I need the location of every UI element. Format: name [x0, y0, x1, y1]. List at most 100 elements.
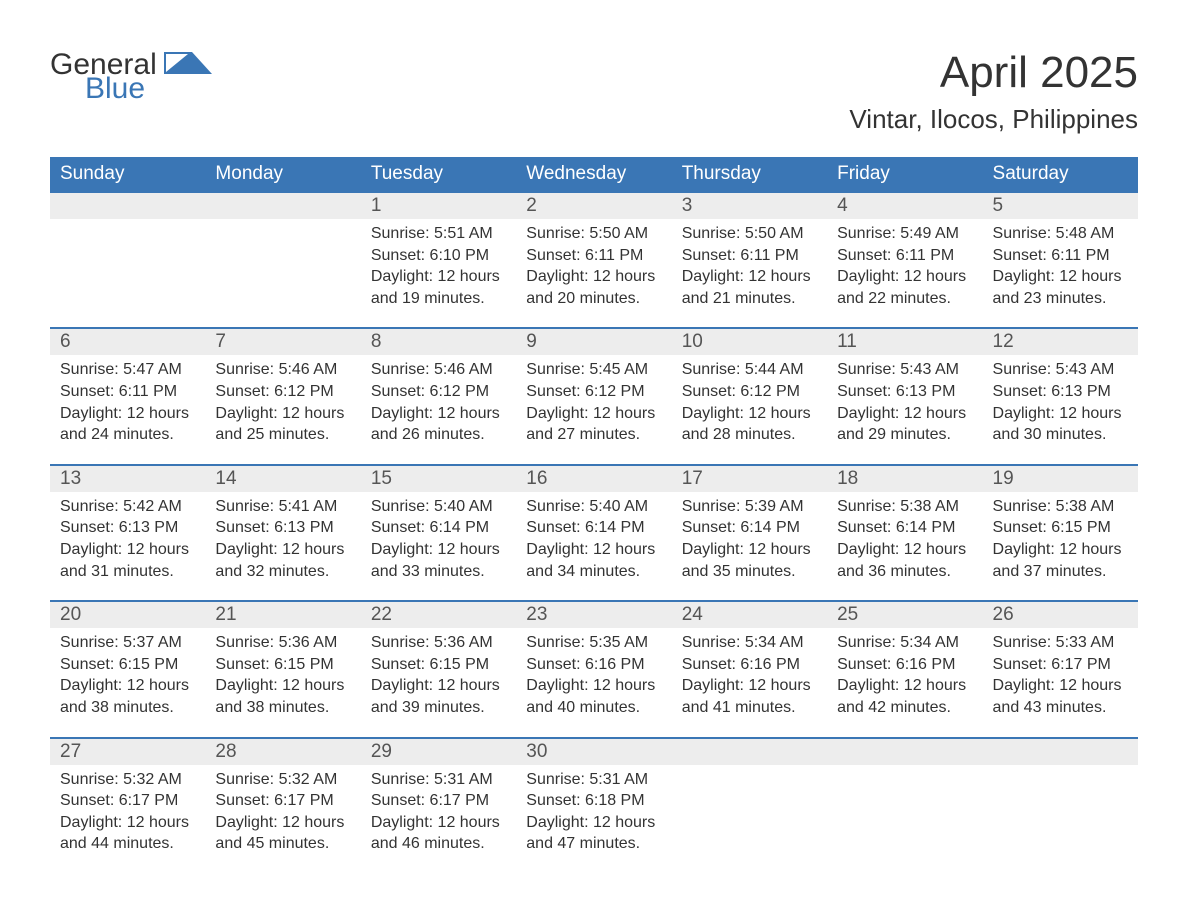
weekday-header: Tuesday: [361, 157, 516, 192]
day-number-cell: 23: [516, 601, 671, 628]
day-info-row: Sunrise: 5:47 AMSunset: 6:11 PMDaylight:…: [50, 355, 1138, 464]
day-number-cell: 22: [361, 601, 516, 628]
day-info-cell: Sunrise: 5:38 AMSunset: 6:15 PMDaylight:…: [983, 492, 1138, 601]
calendar-page: General Blue April 2025 Vintar, Ilocos, …: [0, 0, 1188, 918]
day-info-cell: Sunrise: 5:38 AMSunset: 6:14 PMDaylight:…: [827, 492, 982, 601]
day-info-text: Sunrise: 5:35 AMSunset: 6:16 PMDaylight:…: [526, 632, 661, 718]
day-info-cell: Sunrise: 5:40 AMSunset: 6:14 PMDaylight:…: [516, 492, 671, 601]
day-info-cell: Sunrise: 5:40 AMSunset: 6:14 PMDaylight:…: [361, 492, 516, 601]
day-number-cell: 25: [827, 601, 982, 628]
day-number-cell: 10: [672, 328, 827, 355]
day-number-cell: 17: [672, 465, 827, 492]
day-info-text: Sunrise: 5:33 AMSunset: 6:17 PMDaylight:…: [993, 632, 1128, 718]
day-info-cell: [983, 765, 1138, 873]
day-number-cell: 12: [983, 328, 1138, 355]
day-info-row: Sunrise: 5:32 AMSunset: 6:17 PMDaylight:…: [50, 765, 1138, 873]
day-info-cell: Sunrise: 5:46 AMSunset: 6:12 PMDaylight:…: [205, 355, 360, 464]
weekday-header: Thursday: [672, 157, 827, 192]
day-info-text: Sunrise: 5:46 AMSunset: 6:12 PMDaylight:…: [215, 359, 350, 445]
day-number-cell: 21: [205, 601, 360, 628]
day-info-cell: Sunrise: 5:46 AMSunset: 6:12 PMDaylight:…: [361, 355, 516, 464]
day-info-text: Sunrise: 5:50 AMSunset: 6:11 PMDaylight:…: [526, 223, 661, 309]
day-number-cell: 2: [516, 192, 671, 219]
day-number-cell: 4: [827, 192, 982, 219]
day-number-cell: 1: [361, 192, 516, 219]
weekday-header: Friday: [827, 157, 982, 192]
day-info-text: Sunrise: 5:37 AMSunset: 6:15 PMDaylight:…: [60, 632, 195, 718]
day-info-text: Sunrise: 5:31 AMSunset: 6:18 PMDaylight:…: [526, 769, 661, 855]
day-number-cell: 15: [361, 465, 516, 492]
day-info-text: Sunrise: 5:32 AMSunset: 6:17 PMDaylight:…: [60, 769, 195, 855]
day-info-text: Sunrise: 5:49 AMSunset: 6:11 PMDaylight:…: [837, 223, 972, 309]
day-info-text: Sunrise: 5:51 AMSunset: 6:10 PMDaylight:…: [371, 223, 506, 309]
day-info-cell: [205, 219, 360, 328]
day-info-cell: Sunrise: 5:47 AMSunset: 6:11 PMDaylight:…: [50, 355, 205, 464]
day-info-text: Sunrise: 5:43 AMSunset: 6:13 PMDaylight:…: [993, 359, 1128, 445]
day-info-cell: Sunrise: 5:43 AMSunset: 6:13 PMDaylight:…: [827, 355, 982, 464]
day-number-row: 13141516171819: [50, 465, 1138, 492]
day-info-cell: Sunrise: 5:33 AMSunset: 6:17 PMDaylight:…: [983, 628, 1138, 737]
month-title: April 2025: [849, 48, 1138, 98]
day-info-cell: Sunrise: 5:32 AMSunset: 6:17 PMDaylight:…: [205, 765, 360, 873]
day-number-cell: 20: [50, 601, 205, 628]
day-info-text: Sunrise: 5:46 AMSunset: 6:12 PMDaylight:…: [371, 359, 506, 445]
day-info-text: Sunrise: 5:50 AMSunset: 6:11 PMDaylight:…: [682, 223, 817, 309]
day-number-cell: 3: [672, 192, 827, 219]
day-info-cell: Sunrise: 5:45 AMSunset: 6:12 PMDaylight:…: [516, 355, 671, 464]
day-info-text: Sunrise: 5:36 AMSunset: 6:15 PMDaylight:…: [371, 632, 506, 718]
day-info-cell: Sunrise: 5:50 AMSunset: 6:11 PMDaylight:…: [516, 219, 671, 328]
weekday-header: Sunday: [50, 157, 205, 192]
day-number-cell: 27: [50, 738, 205, 765]
weekday-header: Monday: [205, 157, 360, 192]
day-number-cell: [205, 192, 360, 219]
day-info-cell: Sunrise: 5:31 AMSunset: 6:18 PMDaylight:…: [516, 765, 671, 873]
calendar-table: Sunday Monday Tuesday Wednesday Thursday…: [50, 157, 1138, 873]
day-number-cell: 7: [205, 328, 360, 355]
day-number-cell: 29: [361, 738, 516, 765]
day-info-text: Sunrise: 5:43 AMSunset: 6:13 PMDaylight:…: [837, 359, 972, 445]
day-info-cell: [50, 219, 205, 328]
day-info-text: Sunrise: 5:38 AMSunset: 6:14 PMDaylight:…: [837, 496, 972, 582]
day-number-cell: 5: [983, 192, 1138, 219]
day-number-cell: 13: [50, 465, 205, 492]
weekday-header-row: Sunday Monday Tuesday Wednesday Thursday…: [50, 157, 1138, 192]
day-number-cell: 9: [516, 328, 671, 355]
day-number-cell: 30: [516, 738, 671, 765]
day-number-cell: 28: [205, 738, 360, 765]
day-info-cell: Sunrise: 5:36 AMSunset: 6:15 PMDaylight:…: [361, 628, 516, 737]
day-number-cell: 16: [516, 465, 671, 492]
day-info-text: Sunrise: 5:31 AMSunset: 6:17 PMDaylight:…: [371, 769, 506, 855]
day-number-cell: [827, 738, 982, 765]
day-info-cell: Sunrise: 5:32 AMSunset: 6:17 PMDaylight:…: [50, 765, 205, 873]
day-number-cell: 11: [827, 328, 982, 355]
day-info-text: Sunrise: 5:36 AMSunset: 6:15 PMDaylight:…: [215, 632, 350, 718]
day-number-row: 27282930: [50, 738, 1138, 765]
day-info-text: Sunrise: 5:34 AMSunset: 6:16 PMDaylight:…: [837, 632, 972, 718]
day-number-cell: [983, 738, 1138, 765]
day-info-text: Sunrise: 5:38 AMSunset: 6:15 PMDaylight:…: [993, 496, 1128, 582]
day-info-text: Sunrise: 5:45 AMSunset: 6:12 PMDaylight:…: [526, 359, 661, 445]
day-info-cell: Sunrise: 5:51 AMSunset: 6:10 PMDaylight:…: [361, 219, 516, 328]
day-info-text: Sunrise: 5:40 AMSunset: 6:14 PMDaylight:…: [526, 496, 661, 582]
day-number-cell: 26: [983, 601, 1138, 628]
day-info-cell: Sunrise: 5:50 AMSunset: 6:11 PMDaylight:…: [672, 219, 827, 328]
day-info-row: Sunrise: 5:37 AMSunset: 6:15 PMDaylight:…: [50, 628, 1138, 737]
day-info-text: Sunrise: 5:34 AMSunset: 6:16 PMDaylight:…: [682, 632, 817, 718]
day-info-text: Sunrise: 5:47 AMSunset: 6:11 PMDaylight:…: [60, 359, 195, 445]
day-info-cell: Sunrise: 5:49 AMSunset: 6:11 PMDaylight:…: [827, 219, 982, 328]
day-info-cell: Sunrise: 5:48 AMSunset: 6:11 PMDaylight:…: [983, 219, 1138, 328]
day-number-row: 6789101112: [50, 328, 1138, 355]
title-block: April 2025 Vintar, Ilocos, Philippines: [849, 30, 1138, 147]
day-number-row: 20212223242526: [50, 601, 1138, 628]
day-number-cell: [50, 192, 205, 219]
day-info-cell: [672, 765, 827, 873]
day-info-text: Sunrise: 5:40 AMSunset: 6:14 PMDaylight:…: [371, 496, 506, 582]
day-info-cell: Sunrise: 5:44 AMSunset: 6:12 PMDaylight:…: [672, 355, 827, 464]
day-info-row: Sunrise: 5:51 AMSunset: 6:10 PMDaylight:…: [50, 219, 1138, 328]
day-info-cell: Sunrise: 5:36 AMSunset: 6:15 PMDaylight:…: [205, 628, 360, 737]
day-info-text: Sunrise: 5:42 AMSunset: 6:13 PMDaylight:…: [60, 496, 195, 582]
day-info-cell: [827, 765, 982, 873]
logo: General Blue: [50, 50, 212, 104]
day-info-text: Sunrise: 5:41 AMSunset: 6:13 PMDaylight:…: [215, 496, 350, 582]
logo-text-blue: Blue: [85, 74, 212, 104]
